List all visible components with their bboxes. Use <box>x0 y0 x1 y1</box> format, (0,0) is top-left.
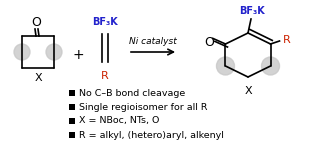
Text: R = alkyl, (hetero)aryl, alkenyl: R = alkyl, (hetero)aryl, alkenyl <box>79 131 224 140</box>
Circle shape <box>217 57 235 75</box>
Text: O: O <box>204 35 214 49</box>
Text: X: X <box>34 73 42 83</box>
Text: O: O <box>31 16 41 29</box>
Text: BF₃K: BF₃K <box>92 17 118 27</box>
Text: Ni catalyst: Ni catalyst <box>129 38 177 46</box>
Circle shape <box>46 44 62 60</box>
Text: R: R <box>283 35 290 45</box>
Text: X = NBoc, NTs, O: X = NBoc, NTs, O <box>79 117 159 126</box>
Text: X: X <box>244 86 252 96</box>
Text: R: R <box>101 71 109 81</box>
Text: BF₃K: BF₃K <box>239 6 265 16</box>
Circle shape <box>14 44 30 60</box>
Circle shape <box>262 57 280 75</box>
Text: No C–B bond cleavage: No C–B bond cleavage <box>79 89 185 97</box>
Text: +: + <box>72 48 84 62</box>
Text: Single regioisomer for all R: Single regioisomer for all R <box>79 102 208 111</box>
